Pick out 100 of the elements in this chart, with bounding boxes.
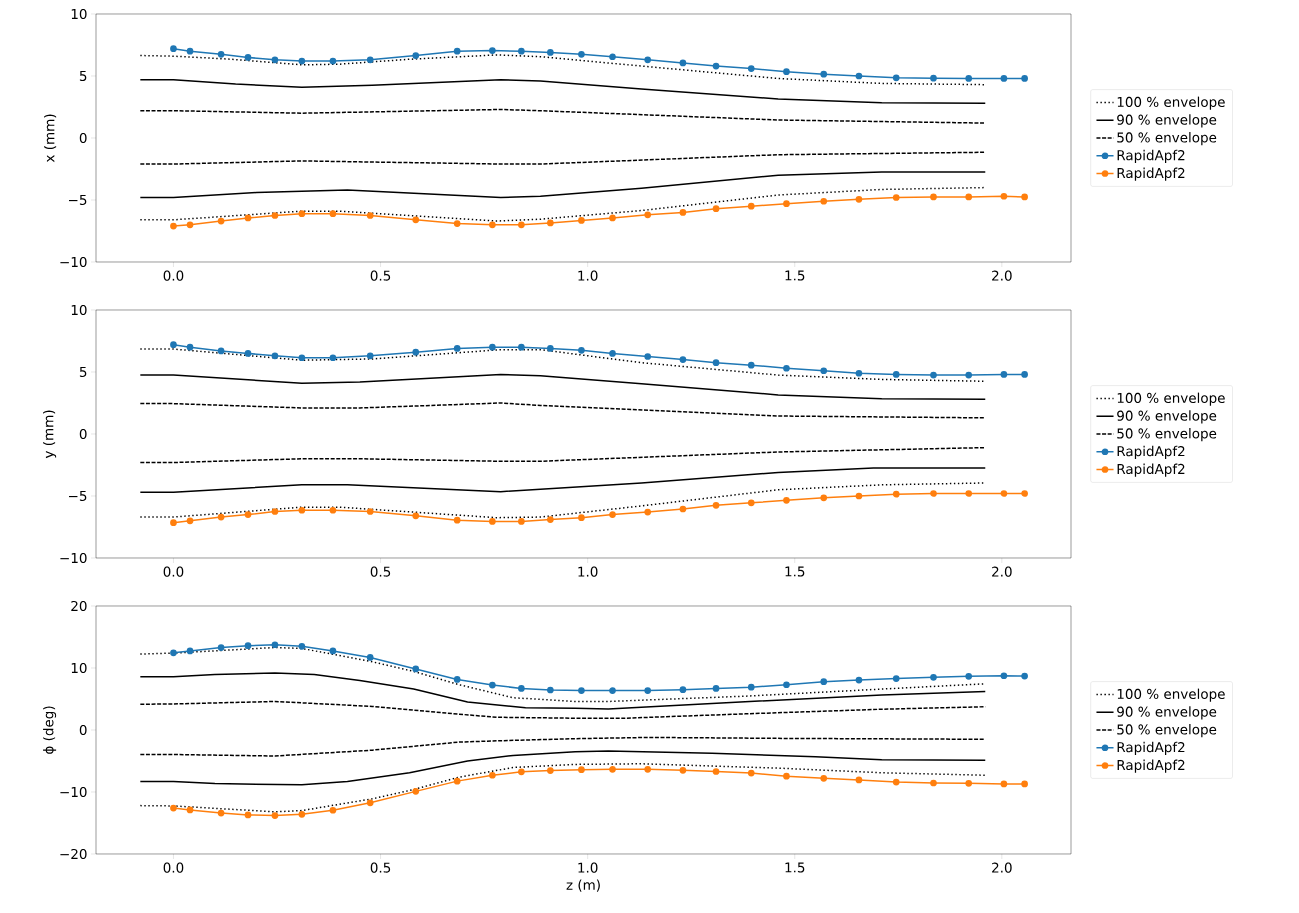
point xyxy=(679,686,687,694)
point xyxy=(1000,780,1008,788)
point xyxy=(547,516,554,523)
legend-label: 90 % envelope xyxy=(1117,706,1217,720)
point xyxy=(518,343,525,351)
point xyxy=(298,57,306,65)
point xyxy=(170,519,177,526)
line-series xyxy=(139,78,987,105)
point xyxy=(820,775,828,782)
x-axis-title: z (m) xyxy=(566,879,600,892)
y-axis-title: y (mm) xyxy=(43,410,57,459)
point xyxy=(186,517,194,525)
point xyxy=(855,196,863,203)
point xyxy=(855,676,863,684)
line-series xyxy=(139,750,987,786)
point xyxy=(453,777,461,785)
point xyxy=(366,508,374,515)
point xyxy=(298,210,306,217)
point xyxy=(644,766,652,773)
point xyxy=(453,47,461,55)
x-tick-label: 0.0 xyxy=(163,862,184,873)
point xyxy=(271,352,279,360)
point xyxy=(930,193,937,201)
point xyxy=(1000,192,1008,200)
point xyxy=(453,345,461,352)
point xyxy=(489,771,496,779)
point xyxy=(712,501,720,509)
point xyxy=(712,685,720,692)
point xyxy=(1000,490,1008,497)
line-series xyxy=(139,672,987,710)
point xyxy=(547,767,554,774)
point xyxy=(930,74,937,82)
legend-label: RapidApf2 xyxy=(1117,463,1185,477)
point xyxy=(820,367,828,375)
point xyxy=(217,347,225,355)
point xyxy=(1021,490,1028,497)
y-tick-label: 5 xyxy=(79,70,87,81)
point xyxy=(609,511,616,518)
point xyxy=(965,193,973,201)
point xyxy=(644,211,652,219)
point xyxy=(965,673,973,680)
y-tick-label: −10 xyxy=(60,786,87,798)
point xyxy=(412,52,420,59)
line-series xyxy=(139,700,987,719)
x-tick-label: 1.5 xyxy=(785,862,805,873)
point xyxy=(518,47,525,55)
point xyxy=(783,68,790,75)
line-series xyxy=(139,402,987,419)
point xyxy=(712,359,720,367)
point xyxy=(1021,780,1028,788)
point xyxy=(644,508,652,516)
point xyxy=(186,806,194,814)
point xyxy=(747,769,755,777)
point xyxy=(329,806,337,814)
point xyxy=(965,490,973,497)
x-tick-label: 1.0 xyxy=(578,270,598,281)
x-tick-label: 2.0 xyxy=(992,862,1012,873)
y-axis-title: ϕ (deg) xyxy=(43,706,57,754)
point xyxy=(518,685,525,692)
point xyxy=(679,209,687,216)
legend-label: RapidApf2 xyxy=(1117,149,1185,163)
point xyxy=(329,210,337,217)
point xyxy=(892,490,900,498)
point xyxy=(578,766,585,774)
point xyxy=(489,221,496,229)
point xyxy=(518,518,525,525)
legend-label: RapidApf2 xyxy=(1117,759,1185,773)
point xyxy=(1021,371,1028,378)
x-tick-label: 0.0 xyxy=(163,270,184,281)
point xyxy=(412,512,420,520)
point xyxy=(186,221,194,229)
y-tick-label: 5 xyxy=(79,366,87,377)
point xyxy=(820,494,828,502)
legend-label: 50 % envelope xyxy=(1117,724,1217,738)
point xyxy=(271,508,279,515)
legend-label: 100 % envelope xyxy=(1117,688,1225,702)
point xyxy=(244,350,252,357)
point xyxy=(1000,672,1008,680)
y-tick-label: −20 xyxy=(60,848,87,860)
x-tick-label: 1.0 xyxy=(578,862,598,873)
point xyxy=(609,687,616,694)
point xyxy=(609,53,616,61)
point xyxy=(170,45,177,53)
point xyxy=(329,647,337,655)
point xyxy=(244,214,252,222)
x-tick-label: 0.5 xyxy=(370,270,391,281)
line-series xyxy=(139,108,987,124)
point xyxy=(820,70,828,78)
point xyxy=(965,779,973,787)
point xyxy=(329,57,337,65)
y-tick-label: 10 xyxy=(71,662,87,674)
legend-label: 90 % envelope xyxy=(1117,114,1217,128)
point xyxy=(679,505,687,513)
point xyxy=(244,642,252,650)
point xyxy=(965,75,973,82)
point xyxy=(453,676,461,683)
point xyxy=(329,354,337,362)
line-series xyxy=(139,467,987,494)
point xyxy=(930,490,937,497)
x-tick-label: 1.5 xyxy=(785,566,805,577)
